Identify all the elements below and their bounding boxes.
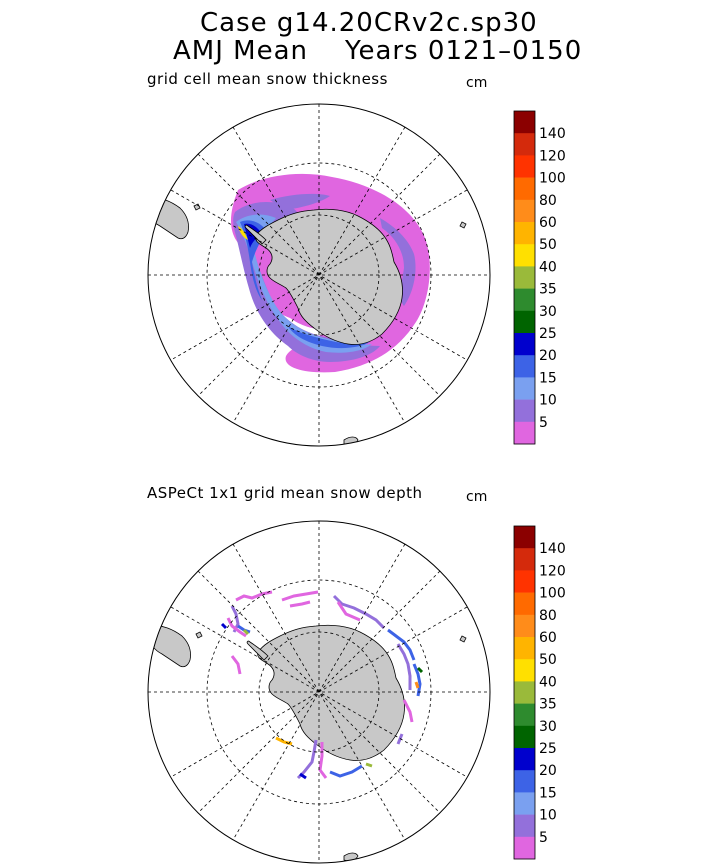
small-island-east (459, 635, 467, 643)
colorbar-label: 15 (539, 370, 557, 386)
colorbar-label: 100 (539, 171, 566, 187)
colorbar-label: 60 (539, 215, 557, 231)
snow-10cm-north-patch (270, 193, 330, 210)
colorbar-label: 80 (539, 608, 557, 624)
snow-20cm-ross-band (288, 326, 370, 349)
graticule (148, 521, 490, 863)
antarctica-landmass (255, 208, 403, 345)
antarctic-peninsula (244, 224, 267, 245)
colorbar-swatch (514, 770, 535, 793)
colorbar-label: 30 (539, 304, 557, 320)
colorbar-swatch (514, 526, 535, 549)
colorbar-label: 25 (539, 741, 557, 757)
panel1-units: cm (466, 75, 488, 91)
colorbar-label: 60 (539, 630, 557, 646)
colorbar-swatch (514, 792, 535, 815)
colorbar-swatch (514, 199, 535, 223)
colorbar-swatch (514, 266, 535, 289)
colorbar-label: 35 (539, 282, 557, 298)
colorbar-label: 100 (539, 586, 566, 602)
colorbar-label: 35 (539, 697, 557, 713)
colorbar-swatch (514, 310, 535, 334)
island-sa (195, 631, 203, 639)
colorbar-swatch (514, 725, 535, 749)
colorbar-swatch (514, 355, 535, 378)
panel2-units: cm (466, 489, 488, 505)
colorbar-label: 40 (539, 674, 557, 690)
colorbar-label: 40 (539, 259, 557, 275)
colorbar-swatch (514, 333, 535, 356)
colorbar-label: 10 (539, 808, 557, 824)
south-america-tip (148, 625, 191, 668)
colorbar-border (513, 525, 536, 860)
antarctic-peninsula (246, 640, 269, 661)
figure-title-line1: Case g14.20CRv2c.sp30 (200, 8, 538, 38)
colorbar-swatch (514, 222, 535, 245)
colorbar-model: 140 120 100 80 60 50 40 35 30 25 20 15 10 5 (513, 110, 566, 445)
small-island-east (459, 221, 467, 229)
colorbar-border (513, 110, 536, 445)
colorbar-observed: 140 120 100 80 60 50 40 35 30 25 20 15 10 5 (513, 525, 566, 860)
colorbar-swatch (514, 748, 535, 771)
colorbar-swatch (514, 155, 535, 178)
colorbar-label: 30 (539, 719, 557, 735)
colorbar-swatch (514, 814, 535, 838)
colorbar-label: 25 (539, 326, 557, 342)
colorbar-label: 50 (539, 652, 557, 668)
snow-10cm-east-band (380, 218, 416, 306)
colorbar-label: 140 (539, 541, 566, 557)
snow-10cm-region (233, 202, 380, 362)
colorbar-swatch (514, 421, 535, 445)
colorbar-swatch (514, 836, 535, 860)
colorbar-label: 10 (539, 393, 557, 409)
colorbar-swatch (514, 570, 535, 593)
colorbar-swatch (514, 614, 535, 638)
colorbar-label: 120 (539, 148, 566, 164)
figure-title-line2: AMJ Mean Years 0121–0150 (173, 36, 583, 66)
colorbar-swatch (514, 177, 535, 201)
colorbar-label: 80 (539, 193, 557, 209)
map-border (147, 520, 491, 864)
graticule (148, 104, 490, 446)
colorbar-swatch (514, 637, 535, 660)
colorbar-label: 20 (539, 763, 557, 779)
colorbar-label: 5 (539, 415, 548, 431)
map-border (147, 103, 491, 447)
colorbar-label: 20 (539, 348, 557, 364)
colorbar-label: 15 (539, 785, 557, 801)
colorbar-label: 120 (539, 563, 566, 579)
observation-tracks (220, 590, 424, 780)
colorbar-swatch (514, 548, 535, 571)
colorbar-label: 50 (539, 237, 557, 253)
colorbar-swatch (514, 592, 535, 616)
colorbar-label: 5 (539, 830, 548, 846)
observed-snow-map (147, 520, 491, 864)
panel1-subtitle: grid cell mean snow thickness (147, 70, 388, 88)
colorbar-swatch (514, 399, 535, 423)
colorbar-swatch (514, 681, 535, 704)
colorbar-swatch (514, 111, 535, 134)
colorbar-swatch (514, 288, 535, 312)
colorbar-swatch (514, 133, 535, 156)
model-snow-map (147, 103, 491, 447)
colorbar-swatch (514, 377, 535, 400)
colorbar-swatch (514, 703, 535, 727)
colorbar-label: 140 (539, 126, 566, 142)
panel2-subtitle: ASPeCt 1x1 grid mean snow depth (147, 484, 423, 502)
colorbar-swatch (514, 244, 535, 267)
colorbar-swatch (514, 659, 535, 682)
